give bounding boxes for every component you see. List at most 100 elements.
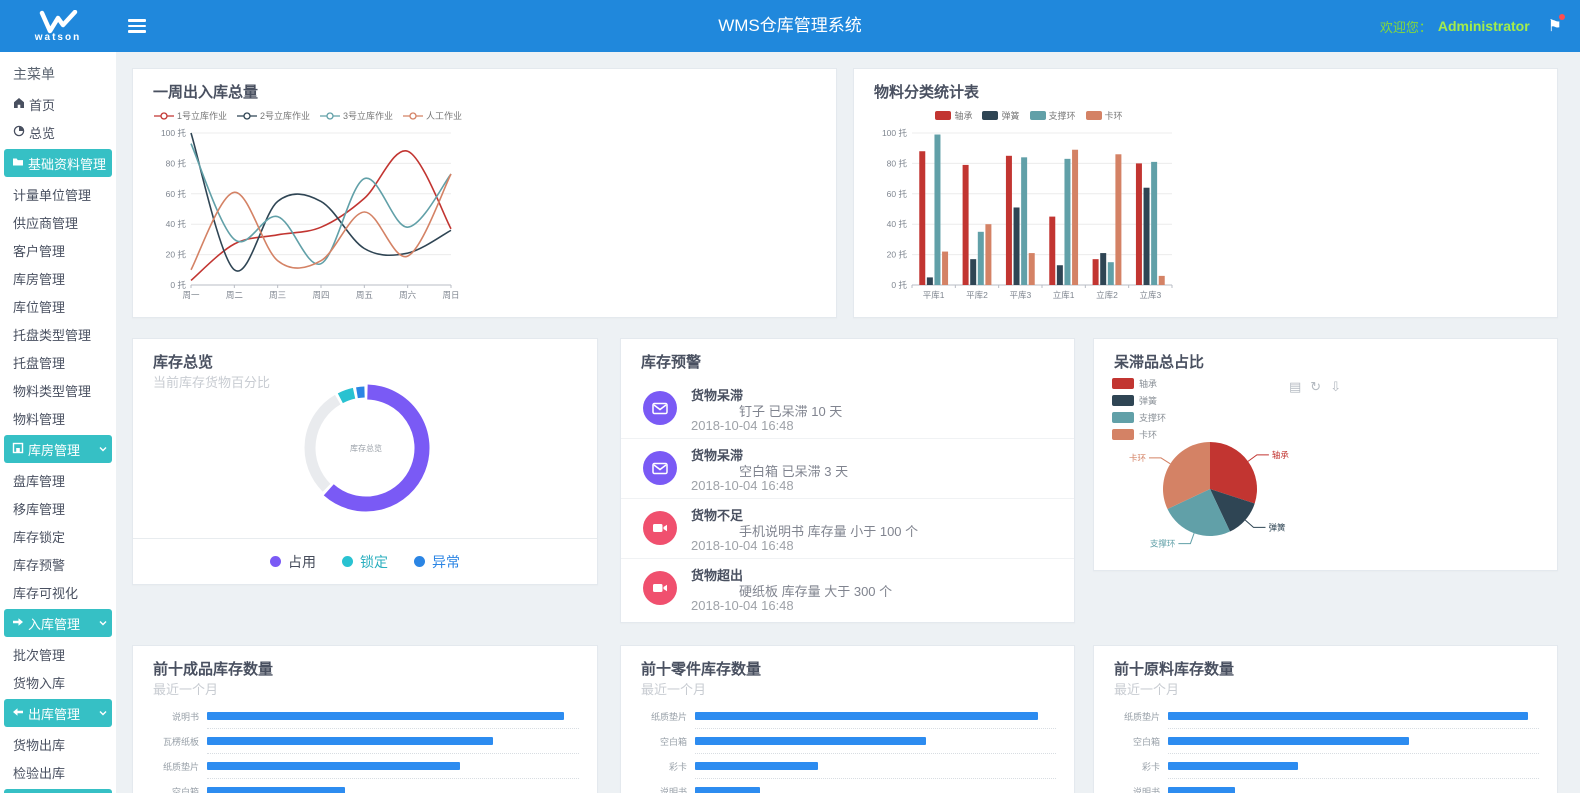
sidebar-item-label: 计量单位管理: [13, 187, 92, 203]
legend-item[interactable]: 轴承: [935, 109, 972, 122]
chart-toolbox: ▤ ↻ ⇩: [1289, 379, 1341, 395]
sidebar-item-label: 物料管理: [13, 411, 66, 427]
hbar-bar[interactable]: [1168, 737, 1410, 745]
sidebar-group-partial[interactable]: [4, 789, 112, 793]
sidebar-item-23[interactable]: 货物出库: [0, 730, 116, 758]
app-header: watson WMS仓库管理系统 欢迎您： Administrator ⚑: [0, 0, 1580, 52]
svg-text:40 托: 40 托: [887, 219, 908, 229]
warning-item[interactable]: 货物超出 硬纸板 库存量 大于 300 个 2018-10-04 16:48: [621, 559, 1074, 619]
sidebar-item-9[interactable]: 托盘类型管理: [0, 320, 116, 348]
sidebar-item-10[interactable]: 托盘管理: [0, 348, 116, 376]
warning-title: 货物呆滞: [691, 448, 744, 463]
legend-item[interactable]: 占用: [270, 552, 316, 572]
sidebar-item-1[interactable]: 首页: [0, 90, 116, 118]
card-top-finished: 前十成品库存数量 最近一个月 说明书 瓦楞纸板 纸质垫片 空白箱: [132, 645, 598, 793]
warning-item[interactable]: 货物不足 手机说明书 库存量 小于 100 个 2018-10-04 16:48: [621, 499, 1074, 559]
legend-item[interactable]: 1号立库作业: [153, 109, 227, 122]
legend-item[interactable]: 轴承: [1112, 377, 1166, 390]
warning-item[interactable]: 货物呆滞 钉子 已呆滞 10 天 2018-10-04 16:48: [621, 379, 1074, 439]
sidebar-item-label: 库存预警: [13, 557, 66, 573]
inventory-donut-legend: 占用 锁定 异常: [133, 538, 597, 584]
svg-text:平库2: 平库2: [966, 290, 988, 300]
inbound-icon: [12, 616, 24, 631]
chevron-down-icon: [98, 616, 108, 631]
sidebar-item-2[interactable]: 总览: [0, 118, 116, 146]
sidebar-item-17[interactable]: 库存预警: [0, 550, 116, 578]
hbar-label: 纸质垫片: [162, 762, 199, 772]
hbar-bar[interactable]: [1168, 762, 1298, 770]
menu-toggle-icon[interactable]: [128, 16, 150, 36]
legend-item[interactable]: 异常: [414, 552, 460, 572]
warning-time: 2018-10-04 16:48: [691, 538, 794, 553]
sidebar-item-24[interactable]: 检验出库: [0, 758, 116, 786]
hbar-bar[interactable]: [207, 762, 460, 770]
legend-item[interactable]: 3号立库作业: [320, 109, 393, 122]
card-inventory-overview: 库存总览 当前库存货物百分比 库存总览 占用 锁定 异常: [132, 338, 598, 585]
warning-item[interactable]: 货物呆滞 空白箱 已呆滞 3 天 2018-10-04 16:48: [621, 439, 1074, 499]
hbar-track: [1168, 729, 1539, 754]
sidebar-item-label: 托盘管理: [13, 355, 66, 371]
hbar-bar[interactable]: [695, 787, 760, 793]
sidebar-group-3[interactable]: 基础资料管理: [4, 149, 112, 177]
sidebar-group-22[interactable]: 出库管理: [4, 699, 112, 727]
legend-item[interactable]: 锁定: [342, 552, 388, 572]
sidebar-item-label: 移库管理: [13, 501, 66, 517]
hbar-bar[interactable]: [1168, 787, 1235, 793]
warning-time: 2018-10-04 16:48: [691, 418, 794, 433]
legend-item[interactable]: 弹簧: [1112, 394, 1166, 407]
sidebar-item-label: 库位管理: [13, 299, 66, 315]
sidebar-item-11[interactable]: 物料类型管理: [0, 376, 116, 404]
flag-icon[interactable]: ⚑: [1548, 14, 1565, 36]
legend-item[interactable]: 卡环: [1112, 428, 1166, 441]
sidebar-group-19[interactable]: 入库管理: [4, 609, 112, 637]
hbar-row: 说明书: [149, 704, 579, 729]
logo-text: watson: [34, 31, 82, 43]
hbar-row: 空白箱: [637, 729, 1056, 754]
svg-text:100 托: 100 托: [882, 128, 908, 138]
data-view-icon[interactable]: ▤: [1289, 379, 1302, 394]
current-user[interactable]: Administrator: [1437, 18, 1530, 34]
legend-item[interactable]: 弹簧: [982, 109, 1020, 122]
refresh-icon[interactable]: ↻: [1310, 379, 1322, 394]
legend-item[interactable]: 人工作业: [403, 109, 462, 122]
hbar-row: 纸质垫片: [149, 754, 579, 779]
svg-text:立库1: 立库1: [1053, 290, 1075, 300]
card-title: 前十原料库存数量: [1114, 661, 1235, 678]
svg-text:周一: 周一: [182, 290, 200, 300]
hbar-bar[interactable]: [207, 737, 494, 745]
sidebar-item-18[interactable]: 库存可视化: [0, 578, 116, 606]
material-chart-legend: 轴承 弹簧 支撑环 卡环: [874, 109, 1184, 122]
logo[interactable]: watson: [0, 0, 116, 52]
legend-item[interactable]: 2号立库作业: [236, 109, 310, 122]
card-weekly-in-out: 一周出入库总量 1号立库作业 2号立库作业 3号立库作业 人工作业 0 托 20 托 40…: [132, 68, 837, 318]
hbar-bar[interactable]: [207, 787, 345, 793]
legend-item[interactable]: 支撑环: [1029, 109, 1076, 122]
download-icon[interactable]: ⇩: [1330, 379, 1342, 394]
legend-item[interactable]: 卡环: [1085, 109, 1123, 122]
hbar-row: 彩卡: [637, 754, 1056, 779]
sidebar-item-14[interactable]: 盘库管理: [0, 466, 116, 494]
svg-text:0 托: 0 托: [170, 280, 186, 290]
hbar-bar[interactable]: [695, 762, 818, 770]
hbar-label: 说明书: [1132, 787, 1160, 793]
legend-item[interactable]: 支撑环: [1112, 411, 1166, 424]
top-finished-bar-chart: 说明书 瓦楞纸板 纸质垫片 空白箱: [149, 704, 579, 793]
sidebar-item-21[interactable]: 货物入库: [0, 668, 116, 696]
sidebar-item-16[interactable]: 库存锁定: [0, 522, 116, 550]
sidebar-item-15[interactable]: 移库管理: [0, 494, 116, 522]
hbar-bar[interactable]: [207, 712, 565, 720]
sidebar-item-5[interactable]: 供应商管理: [0, 208, 116, 236]
svg-text:周日: 周日: [442, 290, 459, 300]
sidebar-item-12[interactable]: 物料管理: [0, 404, 116, 432]
sidebar-item-4[interactable]: 计量单位管理: [0, 180, 116, 208]
sidebar-item-8[interactable]: 库位管理: [0, 292, 116, 320]
warning-list: 货物呆滞 钉子 已呆滞 10 天 2018-10-04 16:48 货物呆滞 空白箱 已…: [621, 379, 1074, 619]
sidebar-item-7[interactable]: 库房管理: [0, 264, 116, 292]
hbar-bar[interactable]: [1168, 712, 1528, 720]
hbar-bar[interactable]: [695, 737, 927, 745]
sidebar-item-6[interactable]: 客户管理: [0, 236, 116, 264]
sidebar-group-13[interactable]: 库房管理: [4, 435, 112, 463]
hbar-label: 空白箱: [1132, 737, 1160, 747]
hbar-bar[interactable]: [695, 712, 1038, 720]
sidebar-item-20[interactable]: 批次管理: [0, 640, 116, 668]
